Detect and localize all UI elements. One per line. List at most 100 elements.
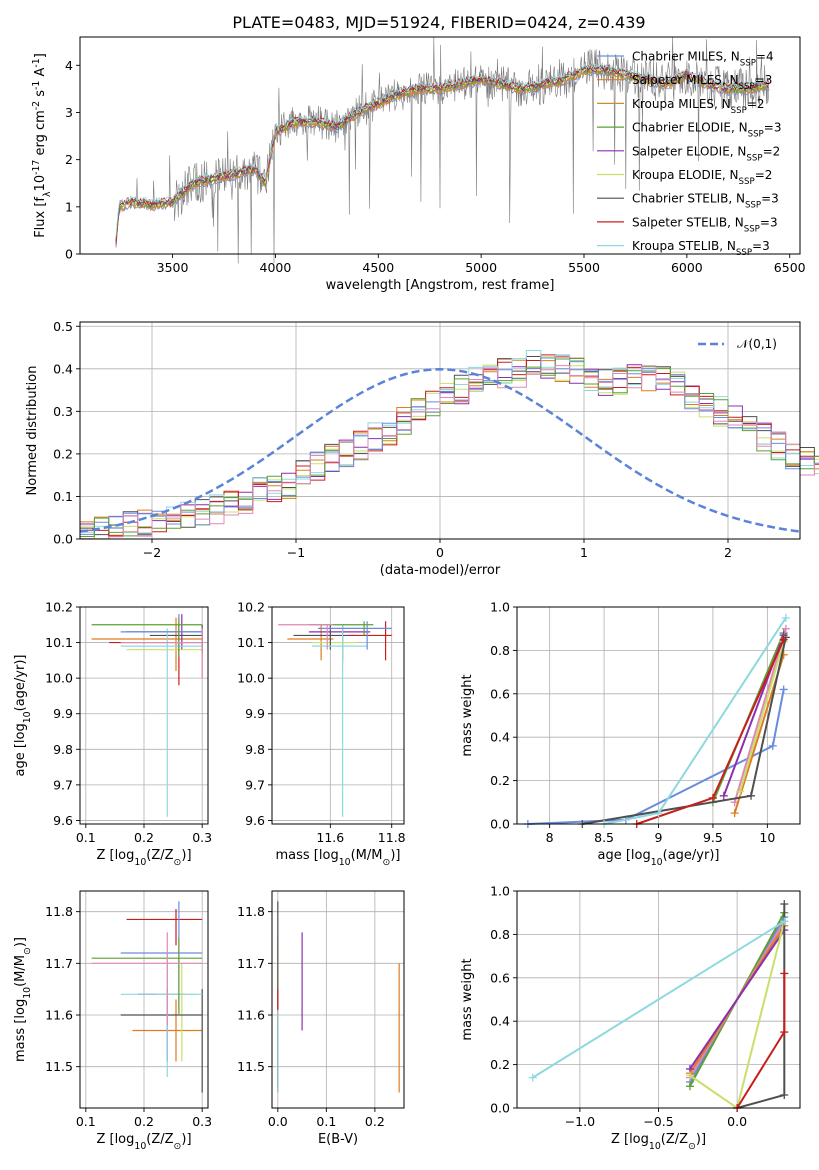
weight-point-marker [736,787,745,796]
weight-point-marker [780,1090,789,1099]
y-axis-label: mass weight [460,674,475,756]
errorbar-point [91,932,203,1026]
axes-spectrum [76,64,791,258]
y-tick-label: 0.1 [53,489,73,504]
errorbar-point [311,635,358,664]
weight-point-marker [730,809,739,818]
x-axis-label: (data-model)/error [380,563,501,578]
y-tick-label: 11.8 [237,904,265,919]
y-tick-label: 9.9 [53,706,73,721]
x-tick-label: 0.0 [727,1114,747,1129]
errorbar-point [126,642,203,679]
y-tick-label: 1 [65,199,73,214]
x-tick-label: 1 [580,545,588,560]
errorbar-point [126,909,203,946]
x-tick-label: 0.2 [365,1114,385,1129]
y-tick-label: 0.6 [490,686,510,701]
y-tick-label: 9.8 [53,742,73,757]
residual-histogram [79,357,819,539]
legend-label: Kroupa STELIB, NSSP=3 [632,239,770,258]
errorbar-point [278,624,334,650]
x-tick-label: 9.5 [703,830,723,845]
y-tick-label: 9.6 [53,813,73,828]
plot-area-mass-age [278,621,392,817]
x-axis-label: Z [log10(Z/Z⊙)] [96,848,191,868]
errorbar-point [120,989,203,1093]
axes-frame [271,890,405,1109]
x-tick-label: 3500 [157,260,189,275]
weight-point-marker [719,791,728,800]
weight-series-line [733,628,787,803]
y-tick-label: 1.0 [490,600,510,615]
y-tick-label: 10.0 [237,671,265,686]
weight-series-line [527,689,785,825]
x-tick-label: 0.1 [316,1114,336,1129]
x-tick-label: −1 [287,545,305,560]
y-axis-label: mass [log10(M/M⊙)] [13,937,33,1062]
y-tick-label: 11.6 [237,1008,265,1023]
x-axis-label: Z [log10(Z/Z⊙)] [96,1132,191,1152]
y-tick-label: 0.2 [53,446,73,461]
y-tick-label: 0.5 [53,319,73,334]
plot-area-Z-age [91,614,203,817]
legend-label: Salpeter STELIB, NSSP=3 [632,215,778,234]
y-tick-label: 11.8 [45,904,73,919]
weight-point-marker [780,969,789,978]
x-tick-label: 11.8 [378,830,406,845]
axes-age-weight [513,606,800,828]
y-tick-label: 11.5 [237,1059,265,1074]
x-tick-label: 8.5 [594,830,614,845]
errorbar-point [318,621,392,650]
x-tick-label: 6500 [774,260,806,275]
legend-label: Salpeter MILES, NSSP=3 [632,73,772,92]
residual-histogram [79,365,819,540]
errorbar-point [120,901,203,1010]
y-tick-label: 2 [65,152,73,167]
residual-histogram [79,350,819,539]
y-tick-label: 10.1 [237,635,265,650]
y-tick-label: 10.2 [45,600,73,615]
x-tick-label: 4500 [362,260,394,275]
y-tick-label: 9.8 [245,742,265,757]
x-tick-label: 4000 [260,260,292,275]
y-tick-label: 0.3 [53,404,73,419]
weight-point-marker [654,809,663,818]
x-tick-label: 2 [724,545,732,560]
errorbar-point [311,624,368,817]
weight-point-marker [685,1071,694,1080]
y-tick-label: 0.0 [53,532,73,547]
plot-area-residuals [79,350,819,540]
x-tick-label: 5000 [465,260,497,275]
weight-point-marker [781,613,790,622]
plot-area-Z-weight [528,900,789,1112]
y-tick-label: 0.0 [490,817,510,832]
y-axis-label: Normed distribution [25,366,40,496]
plot-area-ebv-mass [277,901,400,1093]
axes-Z-mass [76,891,208,1112]
legend-label: Kroupa ELODIE, NSSP=2 [632,168,772,187]
x-tick-label: 0.1 [76,830,96,845]
y-tick-label: 10.2 [237,600,265,615]
axes-Z-age [76,606,208,828]
legend-label: Chabrier STELIB, NSSP=3 [632,192,779,211]
y-tick-label: 4 [65,58,73,73]
y-axis-label: mass weight [460,958,475,1040]
residual-histogram [79,354,819,540]
weight-point-marker [528,1073,537,1082]
x-tick-label: 0.0 [268,1114,288,1129]
x-tick-label: 8 [546,830,554,845]
y-tick-label: 0.6 [490,970,510,985]
errorbar-point [120,628,203,679]
y-tick-label: 9.6 [245,813,265,828]
weight-point-marker [779,635,788,644]
y-tick-label: 0.2 [490,1057,510,1072]
x-axis-label: Z [log10(Z/Z⊙)] [611,1132,706,1152]
x-tick-label: 11.6 [316,830,344,845]
y-tick-label: 0.8 [490,643,510,658]
errorbar-point [91,617,203,672]
x-tick-label: 0.3 [192,1114,212,1129]
x-tick-label: −1.0 [565,1114,595,1129]
axes-frame [79,321,801,540]
y-tick-label: 0 [65,247,73,262]
y-tick-label: 11.5 [45,1059,73,1074]
